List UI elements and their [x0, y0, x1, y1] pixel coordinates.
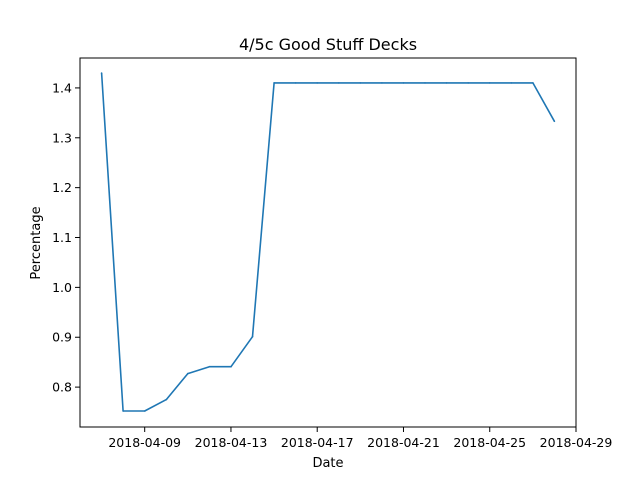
data-point	[294, 82, 297, 84]
y-tick-label: 1.2	[52, 180, 72, 195]
y-tick-label: 0.9	[52, 330, 72, 345]
data-point	[122, 410, 124, 412]
data-point	[187, 372, 189, 375]
x-tick-label: 2018-04-25	[453, 435, 526, 450]
data-point	[100, 72, 103, 74]
x-tick-label: 2018-04-21	[367, 435, 440, 450]
data-point	[165, 398, 168, 401]
y-tick-label: 1.0	[52, 280, 72, 295]
data-point	[510, 82, 513, 84]
data-point	[445, 82, 448, 84]
data-point	[338, 82, 340, 84]
data-point	[532, 82, 534, 84]
x-tick-label: 2018-04-29	[540, 435, 613, 450]
y-axis: 0.8 0.9 1.0 1.1 1.2 1.3 1.4	[52, 80, 80, 395]
data-point	[251, 335, 254, 338]
y-axis-label: Percentage	[29, 206, 44, 279]
x-axis-label: Date	[312, 456, 343, 471]
x-tick-label: 2018-04-09	[108, 435, 181, 450]
data-point	[359, 82, 362, 84]
series-group	[100, 72, 556, 412]
data-point	[402, 82, 405, 84]
data-point	[553, 120, 556, 123]
data-point	[424, 82, 426, 84]
y-tick-label: 1.3	[52, 130, 72, 145]
data-point	[381, 82, 383, 84]
data-point	[488, 82, 491, 84]
x-tick-label: 2018-04-17	[281, 435, 354, 450]
data-point	[467, 82, 470, 84]
x-axis: 2018-04-09 2018-04-13 2018-04-17 2018-04-21…	[108, 427, 612, 450]
y-tick-label: 1.1	[52, 230, 72, 245]
data-point	[230, 365, 232, 368]
plot-frame	[79, 57, 577, 428]
chart-title: 4/5c Good Stuff Decks	[239, 35, 417, 54]
data-point	[316, 82, 319, 84]
x-tick-label: 2018-04-13	[195, 435, 268, 450]
data-point	[143, 410, 146, 412]
series-line	[100, 72, 556, 412]
data-point	[208, 365, 211, 368]
data-point	[273, 82, 275, 84]
y-tick-label: 0.8	[52, 380, 72, 395]
y-tick-label: 1.4	[52, 80, 72, 95]
